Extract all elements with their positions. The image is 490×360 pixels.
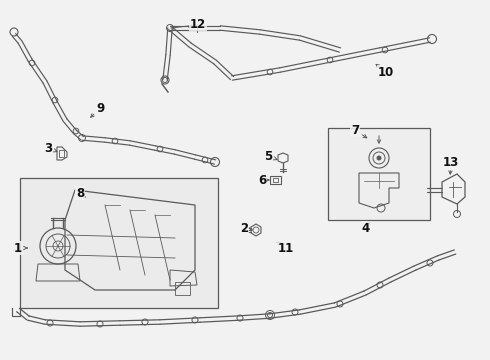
Text: 9: 9	[96, 102, 104, 114]
Text: 2: 2	[240, 221, 248, 234]
Text: 12: 12	[190, 18, 206, 31]
Bar	[20, 178, 218, 308]
Text: 3: 3	[44, 141, 52, 154]
Text: 10: 10	[378, 66, 394, 78]
Text: 7: 7	[351, 123, 359, 136]
Text: 1: 1	[14, 242, 22, 255]
Text: 6: 6	[258, 174, 266, 186]
Text: 13: 13	[443, 156, 459, 168]
Bar	[328, 128, 430, 220]
Text: 8: 8	[76, 186, 84, 199]
Text: 5: 5	[264, 149, 272, 162]
Circle shape	[376, 156, 382, 161]
Text: 11: 11	[278, 242, 294, 255]
Text: 4: 4	[362, 221, 370, 234]
